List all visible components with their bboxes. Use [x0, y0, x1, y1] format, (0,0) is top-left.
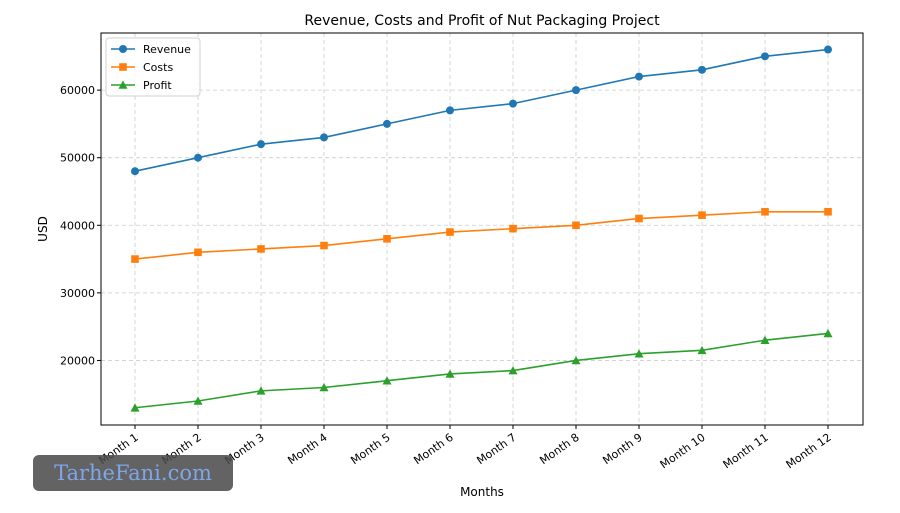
watermark-logo: TarheFani.com [33, 455, 233, 491]
profit-point [382, 376, 392, 385]
costs-point [824, 207, 832, 216]
revenue-point [194, 153, 202, 162]
costs-point [383, 235, 391, 243]
revenue-point [761, 52, 769, 61]
revenue-point [509, 99, 517, 108]
revenue-point [635, 72, 643, 81]
profit-point [193, 396, 203, 405]
legend-revenue-marker [119, 45, 127, 53]
profit-point [319, 382, 329, 392]
costs-point [635, 214, 643, 223]
legend-box [105, 37, 201, 97]
plot-area-frame [100, 32, 864, 426]
revenue-point [572, 86, 580, 95]
y-tick-label: 20000 [60, 354, 95, 367]
profit-point [634, 349, 644, 358]
x-tick-label: Month 7 [474, 431, 518, 467]
revenue-line [134, 48, 829, 172]
costs-point [698, 211, 706, 219]
y-tick-label: 50000 [60, 152, 95, 165]
costs-point [446, 228, 454, 236]
y-tick-label: 60000 [60, 84, 95, 97]
x-tick-label: Month 4 [285, 431, 329, 467]
plot-series [130, 45, 833, 412]
revenue-point [824, 45, 832, 54]
x-tick-label: Month 8 [537, 431, 581, 467]
profit-point [130, 403, 140, 412]
revenue-point [320, 133, 328, 142]
costs-point [572, 221, 580, 230]
y-tick-label: 30000 [60, 287, 95, 300]
profit-point [823, 328, 833, 338]
legend: Revenue Costs Profit [105, 37, 201, 97]
x-tick-label: Month 5 [348, 431, 392, 467]
revenue-point [131, 167, 139, 176]
costs-point [131, 255, 139, 263]
profit-point [697, 345, 707, 355]
costs-point [194, 248, 202, 257]
revenue-point [446, 106, 454, 115]
revenue-point [383, 119, 391, 128]
costs-point [257, 245, 265, 253]
legend-costs-label: Costs [143, 61, 173, 74]
x-tick-label: Month 10 [658, 431, 708, 471]
x-axis-label: Months [460, 485, 504, 499]
legend-profit-label: Profit [143, 79, 172, 92]
costs-point [509, 224, 517, 233]
x-tick-label: Month 9 [600, 431, 644, 467]
chart-title: Revenue, Costs and Profit of Nut Packagi… [304, 13, 660, 29]
grid [101, 33, 863, 425]
legend-revenue-label: Revenue [143, 43, 191, 56]
profit-point [760, 335, 770, 344]
revenue-point [257, 140, 265, 149]
profit-point [571, 355, 581, 365]
profit-point [256, 386, 266, 395]
profit-point [508, 366, 518, 375]
y-tick-label: 40000 [60, 219, 95, 232]
x-tick-label: Month 11 [721, 431, 771, 471]
costs-point [761, 207, 769, 216]
x-tick-label: Month 6 [411, 431, 455, 467]
profit-line [134, 332, 829, 409]
profit-point [445, 369, 455, 378]
y-axis-label: USD [36, 216, 50, 242]
costs-point [320, 241, 328, 250]
legend-costs-marker [119, 63, 127, 71]
legend-profit-marker [118, 80, 128, 89]
x-tick-label: Month 12 [784, 431, 834, 471]
costs-line [134, 210, 828, 260]
revenue-point [698, 65, 706, 74]
axes: Month 1 Month 2 Month 3 Month 4 Month 5 Month… [60, 84, 834, 471]
